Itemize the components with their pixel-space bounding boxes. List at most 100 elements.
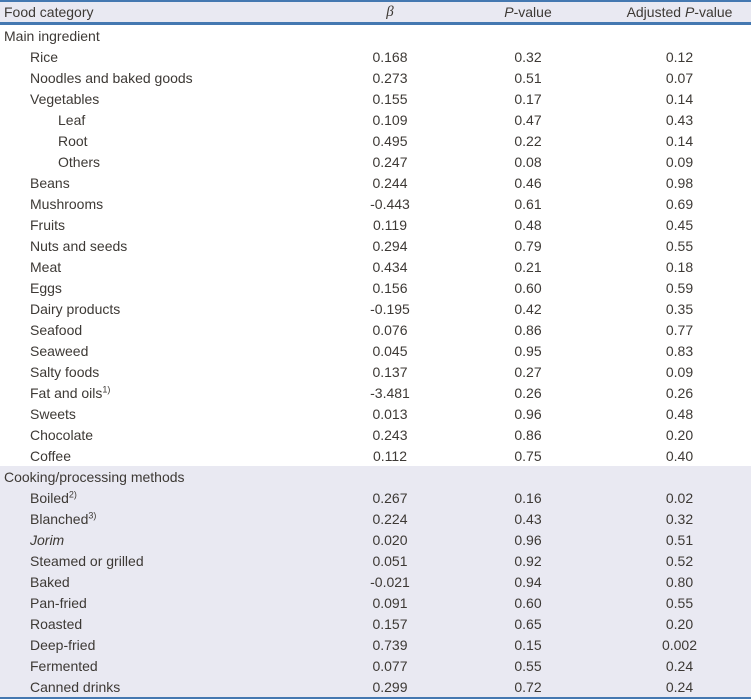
footnote-marker: 2) bbox=[68, 488, 77, 499]
p-value: 0.21 bbox=[514, 258, 542, 275]
beta-value: -3.481 bbox=[370, 384, 410, 401]
adjusted-p-value: 0.98 bbox=[665, 174, 694, 191]
beta-value: 0.157 bbox=[332, 613, 448, 634]
beta-value: 0.109 bbox=[372, 111, 408, 128]
beta-symbol: β bbox=[386, 4, 394, 20]
food-category-label: Sweets bbox=[30, 405, 76, 422]
beta-value: 0.247 bbox=[372, 153, 408, 170]
adjusted-p-value: 0.40 bbox=[665, 447, 694, 464]
table-row: Dairy products -0.195 0.42 0.35 bbox=[0, 298, 751, 319]
food-category-label: Boiled2) bbox=[0, 487, 332, 508]
adjusted-p-value: 0.48 bbox=[665, 405, 694, 422]
adjusted-p-value: 0.55 bbox=[665, 237, 694, 254]
header-row: Food category β P-value Adjusted P-value bbox=[0, 0, 751, 25]
adjusted-p-value: 0.45 bbox=[665, 216, 694, 233]
table-row: Others 0.247 0.08 0.09 bbox=[0, 151, 751, 172]
p-value: 0.75 bbox=[514, 447, 542, 464]
table-row: Nuts and seeds 0.294 0.79 0.55 bbox=[0, 235, 751, 256]
table-row: Canned drinks 0.299 0.72 0.24 bbox=[0, 676, 751, 697]
food-category-label: Meat bbox=[30, 258, 62, 275]
food-category-label: Others bbox=[58, 153, 101, 170]
p-value: 0.27 bbox=[514, 363, 542, 380]
section-title: Cooking/processing methods bbox=[0, 466, 332, 487]
p-value: 0.96 bbox=[514, 405, 542, 422]
table-row: Chocolate 0.243 0.86 0.20 bbox=[0, 424, 751, 445]
food-category-label: Fruits bbox=[30, 216, 65, 233]
beta-value: 0.045 bbox=[372, 342, 408, 359]
table-row: Blanched3) 0.224 0.43 0.32 bbox=[0, 508, 751, 529]
p-value: 0.92 bbox=[448, 550, 608, 571]
table-row: Fat and oils1) -3.481 0.26 0.26 bbox=[0, 382, 751, 403]
adjusted-p-value: 0.52 bbox=[608, 550, 751, 571]
adjusted-p-value: 0.77 bbox=[665, 321, 694, 338]
table-row: Boiled2) 0.267 0.16 0.02 bbox=[0, 487, 751, 508]
beta-value: 0.434 bbox=[372, 258, 408, 275]
adjusted-p-value: 0.69 bbox=[665, 195, 694, 212]
beta-value: 0.091 bbox=[332, 592, 448, 613]
adjusted-p-value: 0.59 bbox=[665, 279, 694, 296]
beta-value: 0.299 bbox=[332, 676, 448, 697]
adjusted-p-value: 0.07 bbox=[665, 69, 694, 86]
p-value: 0.22 bbox=[514, 132, 542, 149]
food-category-label: Vegetables bbox=[30, 90, 100, 107]
adjusted-p-value: 0.20 bbox=[608, 613, 751, 634]
food-category-label: Seafood bbox=[30, 321, 83, 338]
table-row: Deep-fried 0.739 0.15 0.002 bbox=[0, 634, 751, 655]
beta-value bbox=[332, 24, 448, 47]
table-row: Pan-fried 0.091 0.60 0.55 bbox=[0, 592, 751, 613]
food-category-label: Noodles and baked goods bbox=[30, 69, 193, 86]
food-category-label: Chocolate bbox=[30, 426, 94, 443]
adjusted-p-value: 0.35 bbox=[665, 300, 694, 317]
table-row: Rice 0.168 0.32 0.12 bbox=[0, 46, 751, 67]
p-value: 0.26 bbox=[514, 384, 542, 401]
beta-value: 0.294 bbox=[372, 237, 408, 254]
food-category-label: Deep-fried bbox=[0, 634, 332, 655]
food-category-label: Baked bbox=[0, 571, 332, 592]
table-row: Jorim 0.020 0.96 0.51 bbox=[0, 529, 751, 550]
p-value: 0.17 bbox=[514, 90, 542, 107]
adjusted-p-value: 0.14 bbox=[665, 90, 694, 107]
beta-value: 0.273 bbox=[372, 69, 408, 86]
adjusted-p-value: 0.20 bbox=[665, 426, 694, 443]
beta-value: 0.119 bbox=[373, 216, 407, 233]
adjusted-p-value: 0.55 bbox=[608, 592, 751, 613]
adjusted-p-value bbox=[608, 466, 751, 487]
food-category-label: Pan-fried bbox=[0, 592, 332, 613]
beta-value: 0.051 bbox=[332, 550, 448, 571]
beta-value: 0.155 bbox=[372, 90, 408, 107]
beta-value: 0.739 bbox=[332, 634, 448, 655]
p-value: 0.86 bbox=[514, 426, 542, 443]
beta-value: 0.495 bbox=[372, 132, 408, 149]
table-row: Mushrooms -0.443 0.61 0.69 bbox=[0, 193, 751, 214]
p-value: 0.42 bbox=[514, 300, 542, 317]
table-row: Salty foods 0.137 0.27 0.09 bbox=[0, 361, 751, 382]
adjusted-p-value: 0.12 bbox=[665, 48, 694, 65]
beta-value: 0.077 bbox=[332, 655, 448, 676]
section-title: Main ingredient bbox=[4, 27, 100, 44]
p-value: 0.65 bbox=[448, 613, 608, 634]
beta-value: 0.156 bbox=[372, 279, 408, 296]
p-value: 0.55 bbox=[448, 655, 608, 676]
adjusted-p-value: 0.83 bbox=[665, 342, 694, 359]
table-body: Main ingredient Rice 0.168 0.32 0.12 Noodles … bbox=[0, 24, 751, 697]
p-value: 0.96 bbox=[448, 529, 608, 550]
adjusted-p-value: 0.80 bbox=[608, 571, 751, 592]
p-value: 0.16 bbox=[448, 487, 608, 508]
adjusted-p-value: 0.09 bbox=[665, 363, 694, 380]
p-value: 0.94 bbox=[448, 571, 608, 592]
table-row: Seaweed 0.045 0.95 0.83 bbox=[0, 340, 751, 361]
food-category-label: Rice bbox=[30, 48, 59, 65]
p-value: 0.86 bbox=[514, 321, 542, 338]
beta-value: 0.224 bbox=[332, 508, 448, 529]
beta-value: 0.013 bbox=[372, 405, 408, 422]
adjusted-p-value: 0.02 bbox=[608, 487, 751, 508]
p-value: 0.43 bbox=[448, 508, 608, 529]
p-value: 0.15 bbox=[448, 634, 608, 655]
adjusted-p-value: 0.26 bbox=[665, 384, 694, 401]
p-value: 0.61 bbox=[514, 195, 542, 212]
p-value: 0.47 bbox=[514, 111, 542, 128]
adjusted-p-value bbox=[608, 24, 751, 47]
p-value: 0.32 bbox=[514, 48, 542, 65]
